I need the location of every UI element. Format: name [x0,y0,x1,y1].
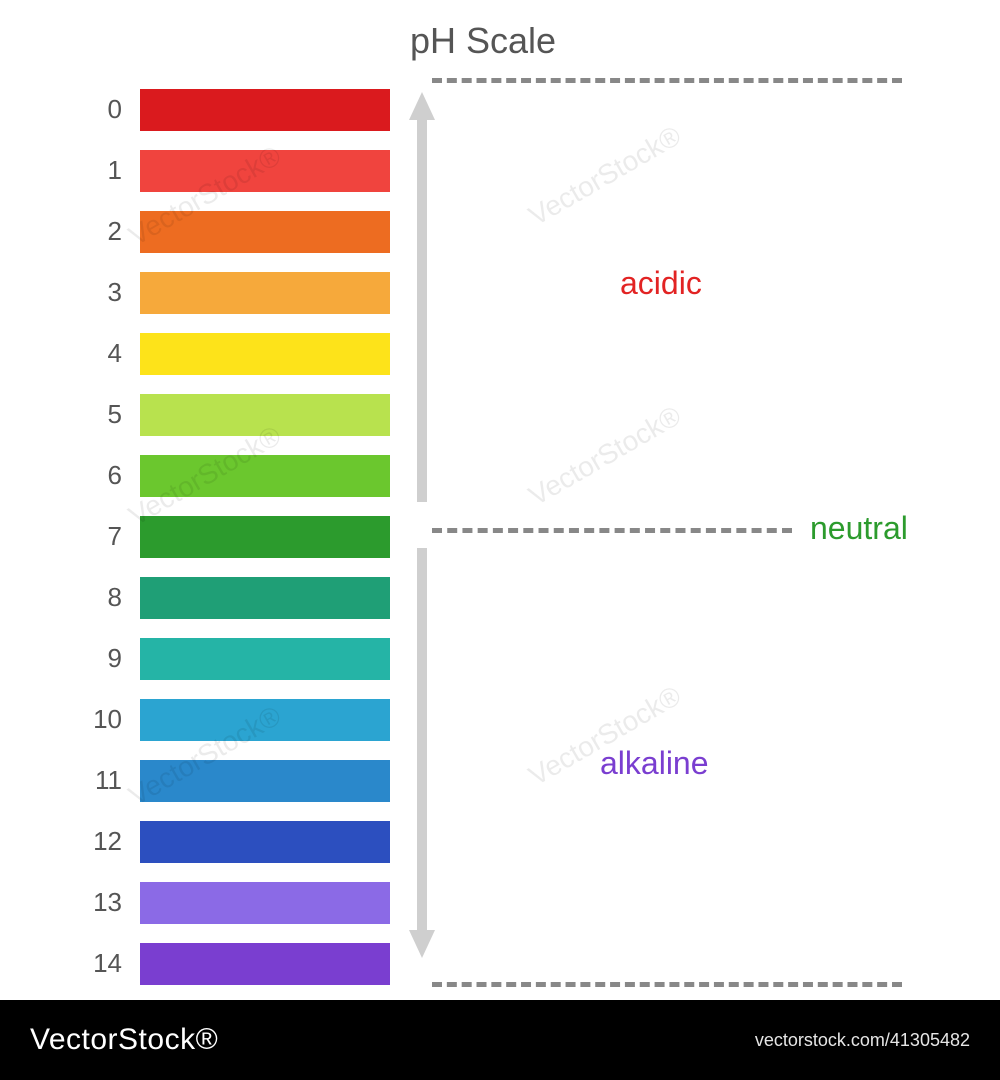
scale-bar [140,943,390,985]
scale-bar [140,882,390,924]
scale-number: 6 [80,460,140,491]
scale-bar [140,272,390,314]
scale-number: 2 [80,216,140,247]
scale-bar [140,516,390,558]
scale-bar [140,638,390,680]
scale-number: 0 [80,94,140,125]
scale-column: 01234567891011121314 [80,80,390,995]
scale-row: 8 [80,568,390,627]
scale-number: 10 [80,704,140,735]
scale-number: 14 [80,948,140,979]
footer-brand: VectorStock® [30,1023,218,1057]
scale-number: 4 [80,338,140,369]
dashed-line [432,78,902,83]
scale-row: 5 [80,385,390,444]
footer-attribution: vectorstock.com/41305482 [755,1030,970,1051]
dashed-line [432,528,792,533]
scale-number: 7 [80,521,140,552]
scale-row: 10 [80,690,390,749]
scale-row: 13 [80,873,390,932]
scale-number: 13 [80,887,140,918]
scale-number: 12 [80,826,140,857]
scale-number: 3 [80,277,140,308]
scale-row: 11 [80,751,390,810]
scale-bar [140,394,390,436]
zone-acidic-label: acidic [620,265,702,302]
scale-row: 9 [80,629,390,688]
scale-bar [140,455,390,497]
scale-number: 8 [80,582,140,613]
scale-bar [140,333,390,375]
scale-bar [140,821,390,863]
scale-row: 1 [80,141,390,200]
scale-number: 5 [80,399,140,430]
scale-bar [140,699,390,741]
scale-bar [140,150,390,192]
scale-bar [140,89,390,131]
scale-number: 11 [80,765,140,796]
zone-alkaline-label: alkaline [600,745,709,782]
zone-neutral-label: neutral [810,510,908,547]
scale-row: 2 [80,202,390,261]
dashed-line [432,982,902,987]
scale-bar [140,760,390,802]
watermark-text: VectorStock® [523,400,686,513]
chart-title: pH Scale [410,20,556,62]
watermark-text: VectorStock® [523,120,686,233]
scale-row: 7 [80,507,390,566]
scale-number: 9 [80,643,140,674]
ph-scale-chart: pH Scale 01234567891011121314 acidic neu… [0,0,1000,1000]
scale-row: 12 [80,812,390,871]
scale-row: 3 [80,263,390,322]
scale-number: 1 [80,155,140,186]
scale-row: 4 [80,324,390,383]
scale-row: 14 [80,934,390,993]
footer-bar: VectorStock® vectorstock.com/41305482 [0,1000,1000,1080]
scale-bar [140,577,390,619]
scale-bar [140,211,390,253]
scale-row: 6 [80,446,390,505]
scale-row: 0 [80,80,390,139]
